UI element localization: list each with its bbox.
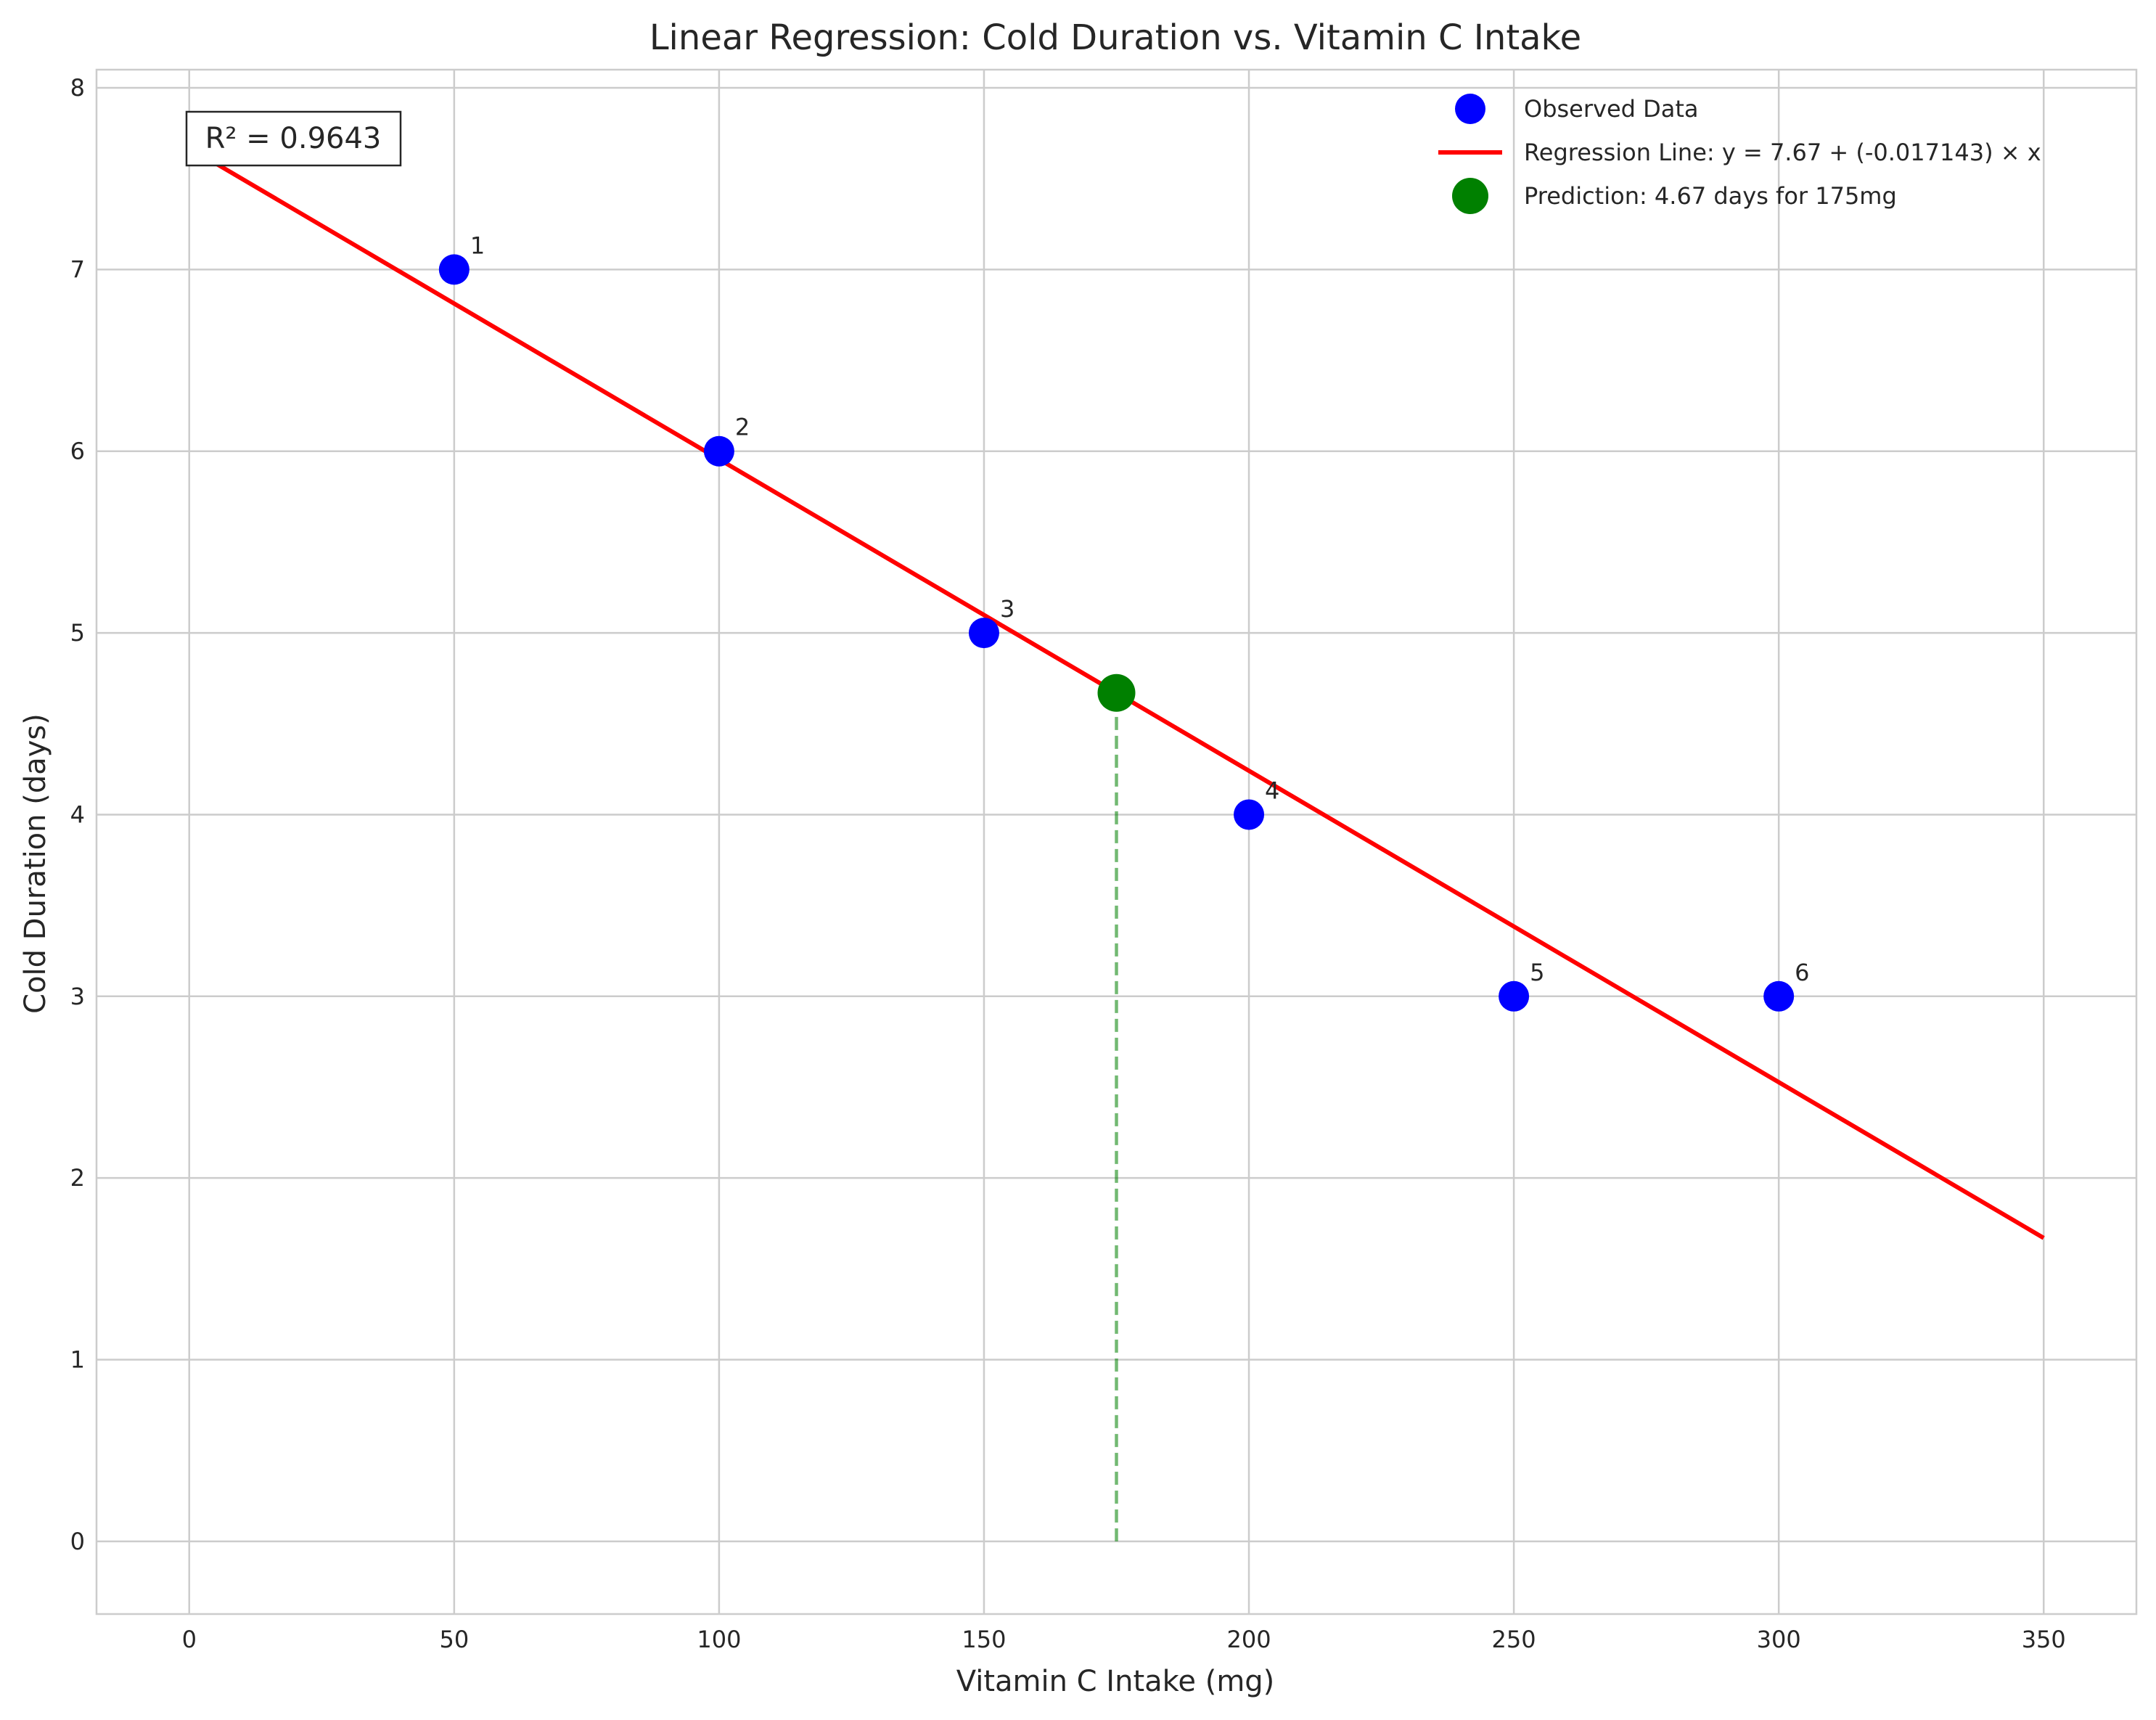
y-tick-label: 2 [70, 1164, 85, 1192]
data-point [438, 254, 470, 285]
r-squared-text: R² = 0.9643 [205, 122, 382, 155]
legend-entry: Prediction: 4.67 days for 175mg [1524, 182, 1897, 210]
y-tick-label: 3 [70, 983, 85, 1010]
y-tick-label: 6 [70, 438, 85, 465]
data-point [1763, 980, 1795, 1012]
y-axis-label: Cold Duration (days) [19, 713, 52, 1014]
data-point [1234, 799, 1265, 830]
prediction-point [1097, 673, 1136, 712]
y-tick-label: 5 [70, 619, 85, 647]
data-point [968, 618, 999, 649]
legend: Observed Data Regression Line: y = 7.67 +… [1438, 94, 2041, 214]
legend-marker-observed [1455, 94, 1485, 124]
y-tick-label: 1 [70, 1346, 85, 1374]
r-squared-box: R² = 0.9643 [185, 110, 402, 167]
data-point [1499, 980, 1530, 1012]
r-squared-frame [185, 110, 402, 167]
data-point-label: 5 [1530, 959, 1544, 986]
x-tick-label: 50 [439, 1626, 469, 1653]
x-tick-label: 150 [962, 1626, 1006, 1653]
data-point-label: 2 [735, 414, 750, 441]
y-tick-label: 0 [70, 1528, 85, 1555]
x-tick-label: 0 [182, 1626, 197, 1653]
legend-marker-prediction [1452, 178, 1488, 214]
plot-frame [95, 68, 2138, 1615]
y-tick-label: 4 [70, 800, 85, 828]
y-tick-label: 7 [70, 255, 85, 283]
x-tick-label: 350 [2022, 1626, 2066, 1653]
data-point-label: 6 [1795, 959, 1809, 986]
data-point [703, 435, 734, 467]
data-point-label: 4 [1265, 777, 1279, 804]
data-point-label: 1 [470, 232, 485, 259]
x-tick-label: 250 [1492, 1626, 1536, 1653]
tick-labels: 0 50 100 150 200 250 300 350 0 1 2 3 4 5 6 7 8 [70, 74, 2066, 1653]
x-axis-label: Vitamin C Intake (mg) [956, 1665, 1275, 1698]
x-tick-label: 200 [1226, 1626, 1271, 1653]
legend-entry: Regression Line: y = 7.67 + (-0.017143) … [1524, 139, 2041, 166]
data-point-label: 3 [1000, 595, 1015, 623]
data-points-layer: 1 2 3 4 5 6 [438, 232, 1810, 1012]
chart-title: Linear Regression: Cold Duration vs. Vit… [649, 17, 1581, 58]
x-tick-label: 300 [1757, 1626, 1801, 1653]
legend-entry: Observed Data [1524, 95, 1699, 123]
y-tick-label: 8 [70, 74, 85, 102]
x-tick-label: 100 [697, 1626, 741, 1653]
